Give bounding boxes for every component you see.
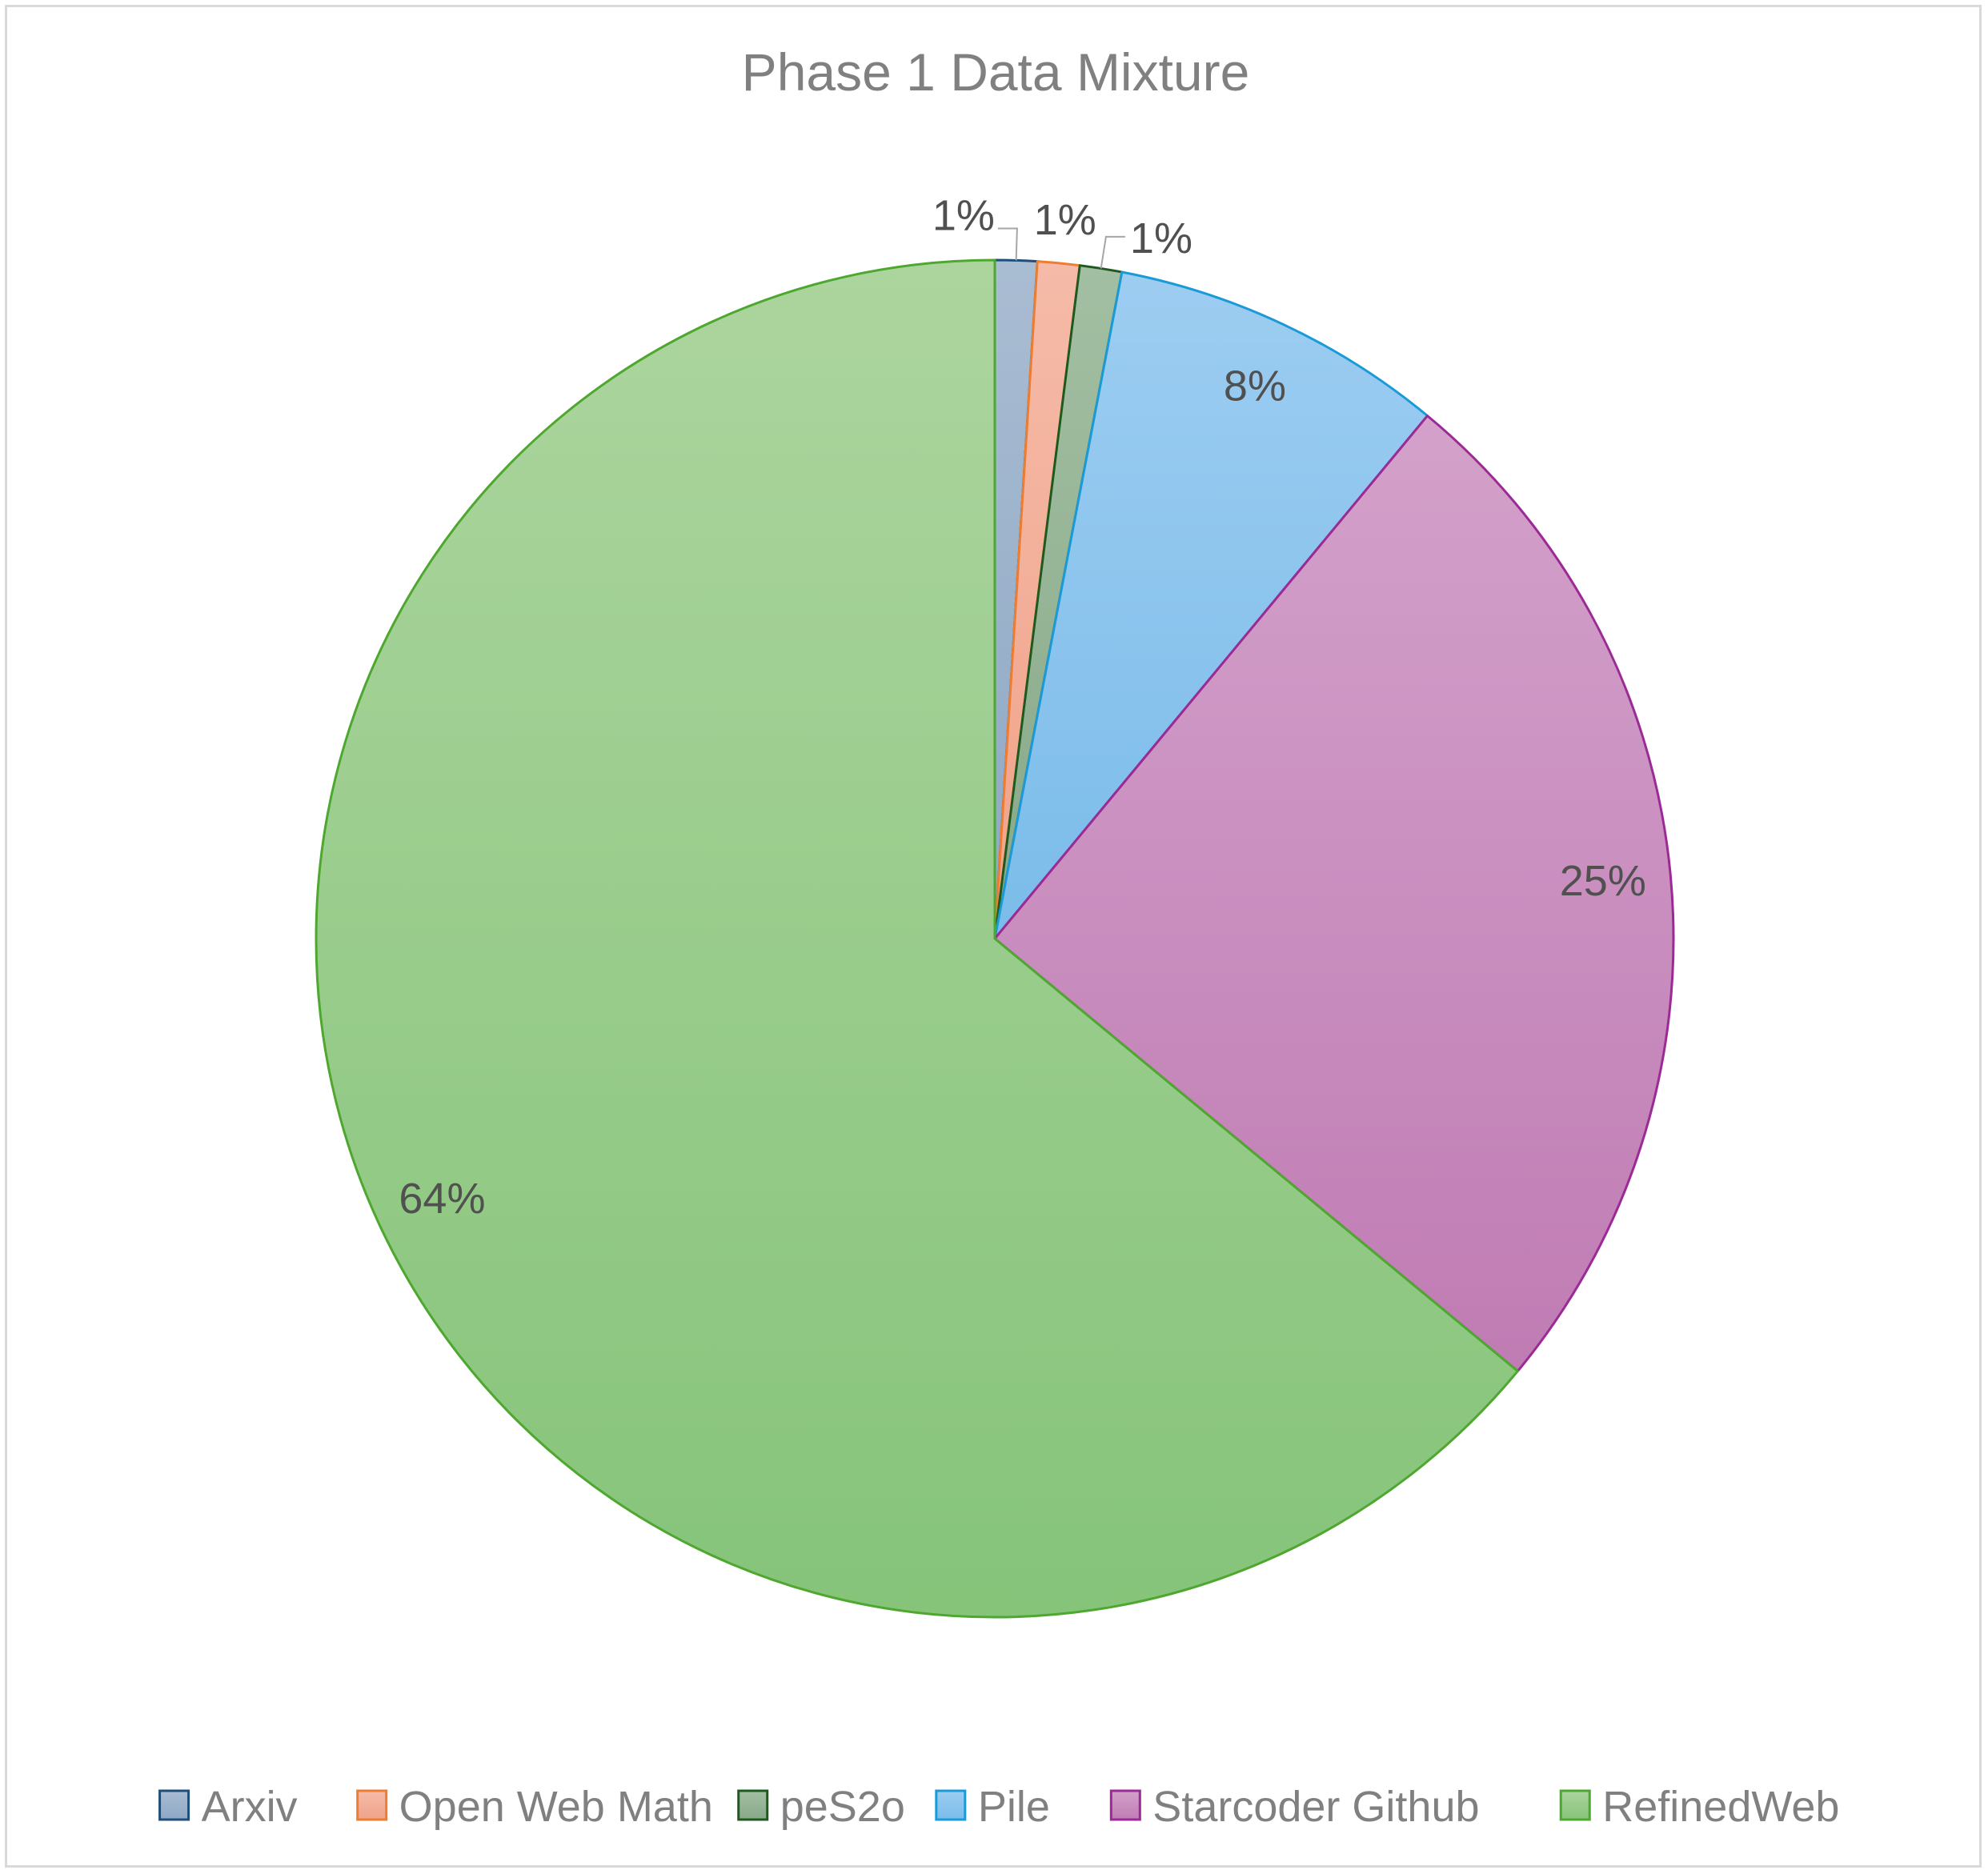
data-label-pile: 8%: [1224, 362, 1286, 410]
chart-title: Phase 1 Data Mixture: [742, 42, 1250, 102]
pie-slice-refinedweb: [315, 258, 1519, 1619]
leader-line-pes2o: [1100, 235, 1125, 269]
data-label-pes2o: 1%: [1130, 214, 1192, 262]
legend-swatch-pile: [935, 1789, 967, 1821]
data-label-refinedweb: 64%: [399, 1175, 485, 1223]
data-label-starcoder-github: 25%: [1560, 857, 1646, 905]
legend-label-open-web-math: Open Web Math: [399, 1783, 713, 1831]
legend-label-pes2o: peS2o: [780, 1783, 905, 1831]
legend-label-arxiv: Arxiv: [202, 1783, 298, 1831]
legend-swatch-refinedweb: [1559, 1789, 1591, 1821]
pie-slices: [315, 258, 1675, 1619]
leader-line-arxiv: [997, 227, 1018, 261]
legend-label-pile: Pile: [978, 1783, 1050, 1831]
legend-label-refinedweb: RefinedWeb: [1602, 1783, 1839, 1831]
label-leader-lines: [997, 227, 1125, 269]
data-labels: 1% 1% 1% 8% 25% 64%: [399, 191, 1645, 1223]
legend-swatch-pes2o: [737, 1789, 769, 1821]
legend-swatch-starcoder-github: [1109, 1789, 1141, 1821]
legend: Arxiv Open Web Math peS2o Pile Starcoder Git…: [158, 1783, 1839, 1831]
legend-label-starcoder-github: Starcoder Github: [1152, 1783, 1479, 1831]
data-label-arxiv: 1%: [932, 191, 995, 239]
legend-swatch-arxiv: [158, 1789, 190, 1821]
legend-swatch-open-web-math: [356, 1789, 388, 1821]
chart-frame: Phase 1 Data Mixture 1% 1% 1% 8% 25% 64% Arxi…: [5, 5, 1982, 1868]
pie-slice-pile: [993, 270, 1429, 940]
pie-chart: Phase 1 Data Mixture 1% 1% 1% 8% 25% 64% Arxi…: [158, 42, 1839, 1831]
pie-slice-starcoder-github: [993, 414, 1675, 1373]
data-label-open-web-math: 1%: [1034, 196, 1096, 244]
